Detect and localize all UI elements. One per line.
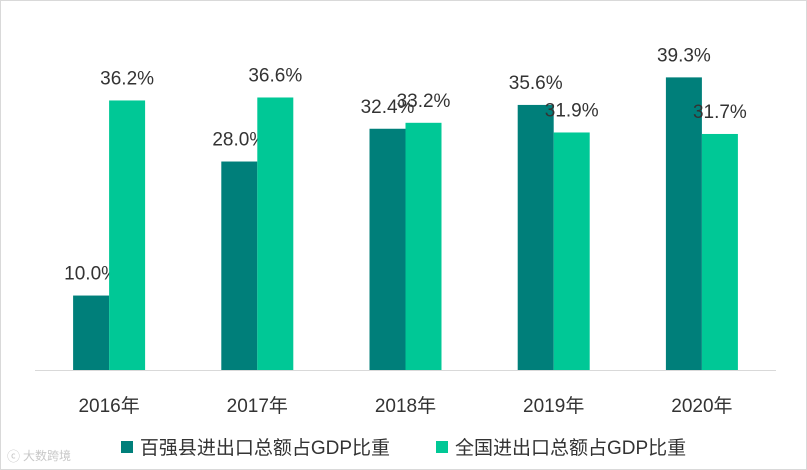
bar-county-2: [369, 128, 406, 370]
x-tick-label-3: 2019年: [523, 395, 584, 417]
bar-county-4: [665, 77, 702, 370]
legend-item-county: 百强县进出口总额占GDP比重: [120, 433, 390, 460]
legend-label-county: 百强县进出口总额占GDP比重: [139, 438, 390, 459]
data-label-national-2: 33.2%: [397, 91, 451, 112]
watermark-text: 大数跨境: [23, 449, 72, 463]
bar-county-1: [221, 161, 258, 370]
bar-county-3: [517, 104, 554, 371]
bar-national-0: [109, 100, 146, 371]
data-label-county-1: 28.0%: [212, 130, 266, 151]
data-label-county-3: 35.6%: [509, 73, 563, 94]
data-label-county-0: 10.0%: [64, 264, 118, 285]
bar-national-3: [553, 132, 590, 370]
data-label-county-4: 39.3%: [657, 45, 711, 66]
legend-swatch-national: [436, 440, 448, 453]
bar-national-1: [257, 97, 294, 370]
legend: 百强县进出口总额占GDP比重 全国进出口总额占GDP比重: [1, 433, 806, 460]
x-tick-label-1: 2017年: [227, 395, 288, 417]
legend-swatch-county: [120, 440, 133, 453]
data-label-national-3: 31.9%: [545, 100, 599, 121]
data-label-county-2: 32.4%: [361, 97, 415, 118]
bar-national-2: [405, 122, 442, 370]
data-label-national-4: 31.7%: [693, 102, 747, 123]
x-tick-label-2: 2018年: [375, 395, 436, 417]
bar-chart: 10.0% 36.2% 2016年 28.0% 36.6% 2017年 32.4%33.2%…: [35, 45, 776, 417]
bar-county-0: [73, 295, 110, 370]
legend-item-national: 全国进出口总额占GDP比重: [436, 433, 686, 460]
bar-national-4: [701, 133, 738, 370]
watermark: ⓒ 大数跨境: [7, 446, 71, 465]
legend-label-national: 全国进出口总额占GDP比重: [455, 438, 687, 459]
x-tick-label-4: 2020年: [671, 395, 732, 417]
data-label-national-1: 36.6%: [248, 65, 302, 86]
x-tick-label-0: 2016年: [78, 395, 139, 417]
watermark-logo-icon: ⓒ: [7, 449, 21, 464]
data-label-national-0: 36.2%: [100, 68, 154, 89]
